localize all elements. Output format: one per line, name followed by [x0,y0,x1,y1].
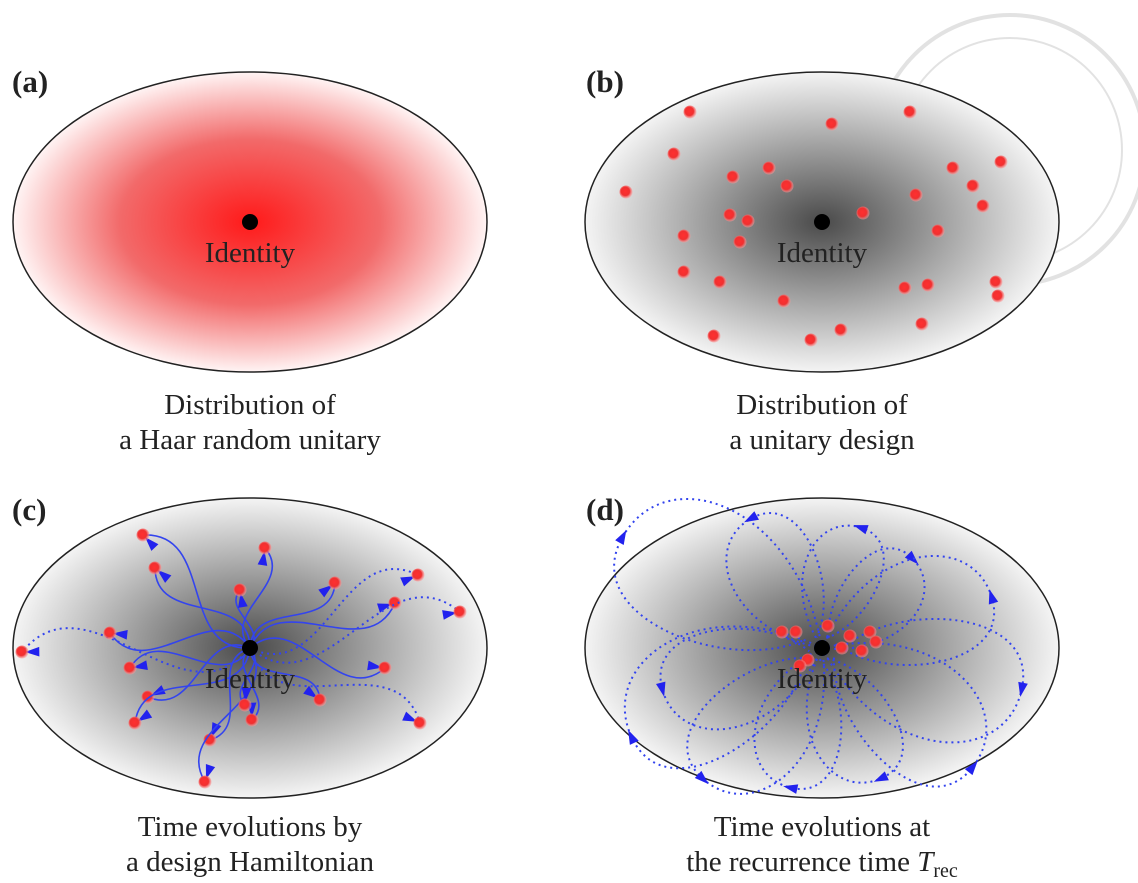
sample-point [844,630,857,643]
sample-point [742,215,755,228]
sample-point [246,714,259,727]
caption: a unitary design [729,424,915,456]
sample-point [836,642,849,655]
identity-point [242,214,258,230]
arrowhead [615,530,626,545]
sample-point [734,236,747,249]
panel-label: (a) [12,64,48,99]
caption-text: the recurrence time [686,846,910,878]
panel-label: (c) [12,492,46,527]
identity-point [814,214,830,230]
sample-point [684,106,697,119]
sample-point [620,186,633,199]
identity-point [814,640,830,656]
sample-point [329,577,342,590]
sample-point [708,330,721,343]
panel-label: (b) [586,64,624,99]
figure: (a) (b) (c) (d) Identity Identity Identi… [0,0,1138,883]
identity-label: Identity [777,663,868,695]
sample-point [776,626,789,639]
identity-label: Identity [205,237,296,269]
sample-point [781,180,794,193]
sample-point [414,717,427,730]
sample-point [199,776,212,789]
sample-point [805,334,818,347]
sample-point [129,717,142,730]
caption: a Haar random unitary [119,424,381,456]
sample-point [922,279,935,292]
sample-point [967,180,980,193]
caption-subscript: rec [933,860,958,882]
sample-point [454,606,467,619]
sample-point [724,209,737,222]
sample-point [992,290,1005,303]
sample-point [822,620,835,633]
sample-point [857,207,870,220]
sample-point [16,646,29,659]
sample-point [870,636,883,649]
identity-label: Identity [777,237,868,269]
sample-point [790,626,803,639]
identity-label: Identity [205,663,296,695]
sample-point [412,569,425,582]
sample-point [763,162,776,175]
caption: Time evolutions by [138,811,363,843]
sample-point [977,200,990,213]
sample-point [899,282,912,295]
caption: Time evolutions at [714,811,930,843]
caption: Distribution of [164,389,336,421]
sample-point [259,542,272,555]
caption: the recurrence time Trec [686,846,958,882]
sample-point [678,266,691,279]
sample-point [234,584,247,597]
page: (a) (b) (c) (d) Identity Identity Identi… [0,0,1138,883]
sample-point [727,171,740,184]
sample-point [910,189,923,202]
sample-point [239,699,252,712]
sample-point [947,162,960,175]
sample-point [826,118,839,131]
sample-point [137,529,150,542]
sample-point [379,662,392,675]
sample-point [678,230,691,243]
sample-point [668,148,681,161]
panel-label: (d) [586,492,624,527]
sample-point [835,324,848,337]
sample-point [904,106,917,119]
sample-point [995,156,1008,169]
identity-point [242,640,258,656]
sample-point [124,662,137,675]
caption: Distribution of [736,389,908,421]
caption: a design Hamiltonian [126,846,375,878]
sample-point [932,225,945,238]
sample-point [714,276,727,289]
sample-point [916,318,929,331]
sample-point [778,295,791,308]
sample-point [990,276,1003,289]
sample-point [149,562,162,575]
sample-point [314,694,327,707]
sample-point [104,627,117,640]
sample-point [856,645,869,658]
